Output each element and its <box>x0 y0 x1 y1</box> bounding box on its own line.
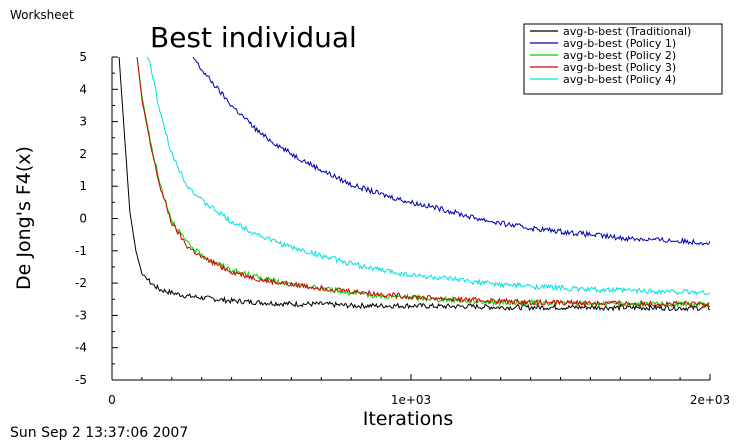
y-tick-label: 0 <box>79 212 87 226</box>
chart-title: Best individual <box>150 21 357 54</box>
series-group <box>118 57 710 312</box>
legend-label: avg-b-best (Policy 4) <box>563 73 676 86</box>
y-tick-label: 4 <box>79 82 87 96</box>
x-axis-label: Iterations <box>363 408 454 430</box>
series-line <box>192 57 710 246</box>
series-line <box>136 57 710 308</box>
legend-label: avg-b-best (Policy 1) <box>563 37 676 50</box>
y-tick-label: -2 <box>75 276 87 290</box>
legend-label: avg-b-best (Policy 3) <box>563 61 676 74</box>
y-tick-label: -3 <box>75 308 87 322</box>
legend-label: avg-b-best (Traditional) <box>563 25 691 38</box>
y-tick-label: -1 <box>75 244 87 258</box>
y-ticks: -5 -4 -3 -2 -1 0 1 2 3 4 5 <box>75 50 118 387</box>
series-line <box>146 57 710 296</box>
y-axis-label: De Jong's F4(x) <box>13 146 35 290</box>
y-tick-label: -4 <box>75 341 87 355</box>
timestamp: Sun Sep 2 13:37:06 2007 <box>10 425 188 441</box>
x-ticks: 0 1e+03 2e+03 <box>108 374 730 407</box>
x-tick-label: 0 <box>108 393 116 407</box>
x-tick-label: 2e+03 <box>690 393 730 407</box>
window-label: Worksheet <box>10 8 74 22</box>
y-tick-label: 1 <box>79 179 87 193</box>
y-tick-label: 5 <box>79 50 87 64</box>
y-tick-label: 3 <box>79 115 87 129</box>
legend-label: avg-b-best (Policy 2) <box>563 49 676 62</box>
y-tick-label: -5 <box>75 373 87 387</box>
legend-box <box>523 23 723 95</box>
plot-area: -5 -4 -3 -2 -1 0 1 2 3 4 5 0 1e+03 2e+03 <box>75 50 730 407</box>
y-tick-label: 2 <box>79 147 87 161</box>
series-line <box>118 57 710 312</box>
legend: avg-b-best (Traditional)avg-b-best (Poli… <box>523 23 723 95</box>
x-tick-label: 1e+03 <box>391 393 431 407</box>
